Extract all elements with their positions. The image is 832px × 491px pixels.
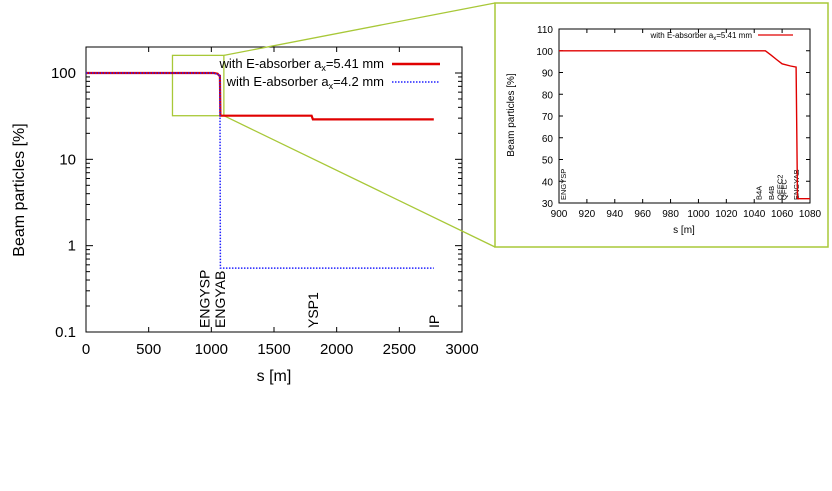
main-y-tick-label: 10 — [59, 151, 76, 168]
inset-y-tick-label: 60 — [542, 134, 554, 145]
inset-x-tick-label: 960 — [634, 209, 651, 220]
inset-y-tick-label: 80 — [542, 90, 554, 101]
inset-x-tick-label: 980 — [662, 209, 679, 220]
main-element-label: IP — [426, 315, 442, 328]
inset-x-tick-label: 1080 — [799, 209, 822, 220]
inset-chart: 900 920 940 960 980 1000 1020 1040 1060 1080 30 40 5… — [494, 2, 829, 248]
main-x-tick-label: 2000 — [320, 341, 353, 358]
inset-series-red-line — [559, 50, 810, 200]
inset-element-label: B4A — [754, 186, 763, 200]
main-chart: 0 500 1000 1500 2000 2500 3000 0.1 1 10 100 ENGYSP… — [11, 2, 496, 385]
inset-y-tick-label: 90 — [542, 69, 554, 80]
main-ticks: 0 500 1000 1500 2000 2500 3000 0.1 1 10 100 — [51, 46, 479, 358]
main-series — [86, 71, 434, 269]
main-y-tick-label: 100 — [51, 65, 76, 82]
main-element-label: YSP1 — [305, 292, 321, 328]
inset-x-tick-label: 1000 — [687, 209, 710, 220]
inset-y-axis-label: Beam particles [%] — [506, 73, 517, 157]
main-x-tick-label: 500 — [136, 341, 161, 358]
inset-y-tick-label: 110 — [537, 25, 553, 36]
inset-ticks: 900 920 940 960 980 1000 1020 1040 1060 1080 30 40 5… — [536, 25, 821, 220]
inset-x-tick-label: 900 — [551, 209, 568, 220]
inset-series — [559, 50, 810, 200]
main-x-tick-label: 0 — [82, 341, 90, 358]
main-element-label: ENGYAB — [212, 271, 228, 328]
main-x-tick-label: 3000 — [445, 341, 478, 358]
main-element-labels: ENGYSP ENGYAB YSP1 IP — [196, 270, 441, 328]
main-plot-frame — [85, 46, 463, 333]
main-legend: with E-absorber ax=5.41 mm with E-absorb… — [218, 56, 440, 91]
main-x-tick-label: 1000 — [195, 341, 228, 358]
inset-x-axis-label: s [m] — [673, 225, 695, 236]
main-x-tick-label: 2500 — [383, 341, 416, 358]
inset-x-tick-label: 920 — [579, 209, 596, 220]
inset-x-tick-label: 1020 — [715, 209, 738, 220]
inset-y-tick-label: 40 — [542, 177, 554, 188]
inset-y-tick-label: 70 — [542, 112, 554, 123]
main-y-tick-label: 1 — [68, 238, 76, 255]
inset-legend: with E-absorber ax=5.41 mm — [650, 31, 793, 42]
zoom-region-box — [171, 54, 225, 117]
inset-legend-entry: with E-absorber ax=5.41 mm — [650, 31, 753, 42]
main-y-tick-label: 0.1 — [55, 324, 76, 341]
inset-x-tick-label: 940 — [606, 209, 623, 220]
inset-element-label: ENGYAB — [792, 169, 801, 200]
zoom-connector-top — [223, 2, 496, 57]
inset-y-tick-label: 30 — [542, 199, 554, 210]
main-legend-entry-1: with E-absorber ax=5.41 mm — [218, 56, 384, 73]
inset-border — [494, 2, 829, 248]
inset-y-tick-label: 100 — [536, 47, 553, 58]
zoom-indicator — [171, 2, 496, 248]
inset-x-tick-label: 1040 — [743, 209, 766, 220]
main-legend-entry-2: with E-absorber ax=4.2 mm — [226, 74, 384, 91]
inset-element-label: B4B — [767, 186, 776, 200]
inset-y-tick-label: 50 — [542, 156, 554, 167]
zoom-connector-bottom — [223, 115, 496, 248]
main-series-blue-line — [86, 72, 434, 269]
main-element-label: ENGYSP — [196, 270, 212, 328]
inset-x-tick-label: 1060 — [771, 209, 794, 220]
inset-element-label: ENGYSP — [559, 169, 568, 200]
main-y-axis-label: Beam particles [%] — [11, 123, 28, 256]
inset-element-label: QEEC2 — [775, 175, 784, 200]
main-x-axis-label: s [m] — [257, 368, 292, 385]
inset-element-label: QFEC — [780, 179, 789, 200]
main-x-tick-label: 1500 — [257, 341, 290, 358]
